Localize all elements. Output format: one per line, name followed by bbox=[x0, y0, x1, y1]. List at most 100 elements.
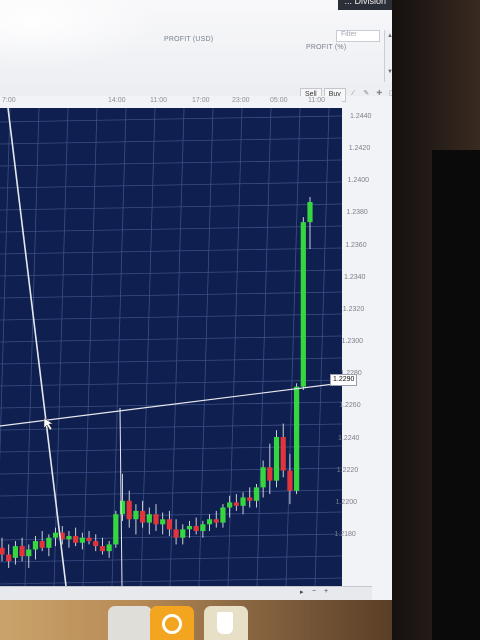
candle-body bbox=[294, 386, 300, 491]
grid-line-horizontal bbox=[0, 159, 342, 167]
price-tick-label: 1.2420 bbox=[348, 145, 371, 153]
price-tick-label: 1.2220 bbox=[336, 466, 359, 474]
candle-body bbox=[280, 437, 286, 471]
candle-body bbox=[12, 546, 18, 558]
candle-body bbox=[73, 536, 79, 543]
orange-app-icon[interactable] bbox=[150, 606, 194, 640]
candle-body bbox=[113, 514, 119, 545]
grid-line-horizontal bbox=[0, 379, 342, 387]
candle-body bbox=[106, 544, 112, 552]
grid-line-vertical bbox=[314, 108, 330, 586]
positions-scrollbar[interactable]: ▲ ▼ bbox=[384, 30, 392, 82]
candle-body bbox=[233, 502, 239, 506]
filter-input[interactable]: Filter bbox=[336, 30, 380, 42]
marker-line bbox=[119, 407, 123, 586]
candle-body bbox=[126, 500, 132, 520]
price-tick-label: 1.2180 bbox=[334, 531, 356, 538]
price-tick-label: 1.2340 bbox=[344, 273, 366, 281]
price-tick-label: 1.2400 bbox=[347, 177, 370, 185]
grid-line-horizontal bbox=[0, 137, 342, 145]
candle-body bbox=[133, 510, 139, 520]
time-label: 14:00 bbox=[108, 97, 126, 104]
column-profit-usd[interactable]: PROFIT (USD) bbox=[164, 36, 214, 43]
candle-body bbox=[173, 529, 179, 538]
candle-body bbox=[193, 525, 199, 531]
price-tick-label: 1.2260 bbox=[339, 402, 361, 410]
price-tick-label: 1.2320 bbox=[342, 305, 365, 313]
price-tick-label: 1.2280 bbox=[340, 370, 380, 377]
candle-body bbox=[52, 532, 59, 538]
candle-body bbox=[180, 529, 186, 538]
chart-background bbox=[0, 108, 342, 586]
grid-line-horizontal bbox=[0, 225, 342, 233]
candle-body bbox=[66, 536, 72, 540]
price-tick-label: 1.2240 bbox=[338, 434, 360, 442]
zoom-in-icon[interactable]: + bbox=[324, 588, 329, 595]
grid-line-horizontal bbox=[0, 555, 342, 563]
grid-line-horizontal bbox=[0, 313, 342, 321]
candle-body bbox=[300, 222, 306, 387]
price-tick-label: 1.2360 bbox=[345, 241, 367, 249]
candle-body bbox=[200, 524, 206, 531]
zoom-out-icon[interactable]: − bbox=[312, 588, 317, 595]
candle-body bbox=[26, 549, 32, 557]
maximize-icon[interactable]: ▢ bbox=[387, 88, 392, 100]
grid-line-horizontal bbox=[0, 423, 342, 431]
grid-line-vertical bbox=[169, 108, 185, 586]
dock-app-icon[interactable] bbox=[108, 606, 152, 640]
grid-line-horizontal bbox=[0, 489, 342, 497]
candle-body bbox=[6, 554, 12, 562]
crosshair-horizontal bbox=[0, 382, 342, 427]
mouse-cursor-icon bbox=[43, 417, 54, 431]
grid-line-horizontal bbox=[0, 203, 342, 211]
candle-body bbox=[267, 467, 273, 481]
candlestick-chart[interactable] bbox=[0, 108, 342, 586]
candle-body bbox=[160, 519, 166, 525]
grid-line-vertical bbox=[82, 108, 98, 586]
scroll-up-arrow-icon[interactable]: ▲ bbox=[387, 33, 392, 39]
time-label: 23:00 bbox=[232, 97, 250, 104]
background-dark-area bbox=[432, 150, 480, 640]
grid-line-horizontal bbox=[0, 357, 342, 365]
candle-body bbox=[220, 507, 226, 523]
grid-line-horizontal bbox=[0, 533, 342, 541]
chart-horizontal-scrollbar[interactable]: ▸ − + bbox=[0, 586, 372, 600]
desktop-dock bbox=[0, 600, 392, 640]
grid-line-vertical bbox=[111, 108, 127, 586]
candle-body bbox=[79, 537, 85, 543]
cup-app-icon[interactable] bbox=[204, 606, 248, 640]
price-tick-label: 1.2200 bbox=[335, 498, 358, 506]
grid-line-horizontal bbox=[0, 181, 342, 189]
time-label: 11:00 bbox=[150, 97, 167, 104]
scroll-down-arrow-icon[interactable]: ▼ bbox=[387, 69, 392, 75]
grid-line-vertical bbox=[256, 108, 272, 586]
candle-body bbox=[32, 541, 39, 550]
candle-body bbox=[240, 497, 246, 506]
candle-body bbox=[46, 537, 52, 548]
time-label: 11:00 bbox=[308, 97, 325, 104]
draw-line-icon[interactable]: ∕ bbox=[352, 90, 354, 97]
grid-line-horizontal bbox=[0, 269, 342, 277]
candle-body bbox=[99, 546, 106, 552]
candle-body bbox=[19, 546, 25, 557]
window-title: ... Division bbox=[338, 0, 392, 10]
candle-body bbox=[93, 541, 99, 547]
candle-body bbox=[273, 437, 280, 481]
grid-line-horizontal bbox=[0, 115, 342, 123]
scroll-right-icon[interactable]: ▸ bbox=[300, 589, 304, 596]
grid-line-vertical bbox=[285, 108, 301, 586]
crosshair-tool-icon[interactable]: ✚ bbox=[376, 90, 383, 97]
candle-body bbox=[140, 510, 146, 523]
candle-body bbox=[307, 202, 313, 223]
candle-body bbox=[260, 467, 266, 488]
price-axis: 1.2440 1.2420 1.2400 1.2380 1.2360 1.2340 1.23… bbox=[322, 108, 372, 568]
candle-body bbox=[39, 541, 45, 548]
pencil-icon[interactable]: ✎ bbox=[363, 90, 370, 97]
current-price-marker: 1.2290 bbox=[330, 374, 358, 386]
time-label: 7:00 bbox=[2, 97, 16, 104]
column-profit-pct[interactable]: PROFIT (%) bbox=[306, 44, 347, 51]
candle-body bbox=[119, 500, 126, 515]
positions-header: ... Division PROFIT (USD) PROFIT (%) Fil… bbox=[0, 0, 392, 96]
candle-body bbox=[166, 519, 172, 530]
monitor-bezel bbox=[392, 0, 480, 640]
